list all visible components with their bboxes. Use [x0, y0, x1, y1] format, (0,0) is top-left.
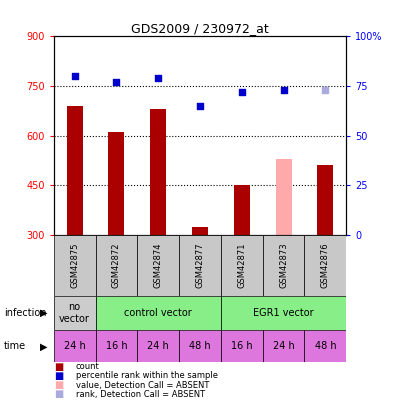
Text: time: time — [4, 341, 26, 351]
Text: ■: ■ — [54, 371, 63, 381]
Bar — [304, 235, 346, 296]
Bar — [318, 165, 333, 235]
Text: GSM42872: GSM42872 — [112, 243, 121, 288]
Bar — [137, 235, 179, 296]
Text: ■: ■ — [54, 390, 63, 399]
Text: GSM42875: GSM42875 — [70, 243, 79, 288]
Point — [322, 87, 328, 93]
Title: GDS2009 / 230972_at: GDS2009 / 230972_at — [131, 22, 269, 35]
Point — [72, 73, 78, 79]
Bar — [276, 159, 291, 235]
Text: ▶: ▶ — [40, 308, 47, 318]
Text: value, Detection Call = ABSENT: value, Detection Call = ABSENT — [76, 381, 209, 390]
Text: percentile rank within the sample: percentile rank within the sample — [76, 371, 218, 380]
Text: GSM42876: GSM42876 — [321, 243, 330, 288]
Bar — [221, 330, 263, 362]
Bar — [221, 235, 263, 296]
Text: GSM42873: GSM42873 — [279, 243, 288, 288]
Bar — [54, 235, 96, 296]
Bar — [179, 330, 221, 362]
Text: 24 h: 24 h — [64, 341, 86, 351]
Bar — [304, 330, 346, 362]
Text: infection: infection — [4, 308, 47, 318]
Point — [113, 79, 119, 85]
Bar — [263, 330, 304, 362]
Text: no
vector: no vector — [59, 302, 90, 324]
Text: count: count — [76, 362, 100, 371]
Text: 48 h: 48 h — [314, 341, 336, 351]
Bar — [137, 330, 179, 362]
Text: EGR1 vector: EGR1 vector — [253, 308, 314, 318]
Text: ■: ■ — [54, 362, 63, 371]
Text: 16 h: 16 h — [105, 341, 127, 351]
Bar — [96, 296, 221, 330]
Bar — [109, 132, 124, 235]
Bar — [67, 106, 82, 235]
Bar — [192, 227, 208, 235]
Text: 24 h: 24 h — [147, 341, 169, 351]
Text: ■: ■ — [54, 380, 63, 390]
Bar — [54, 330, 96, 362]
Text: 48 h: 48 h — [189, 341, 211, 351]
Bar — [263, 235, 304, 296]
Text: ▶: ▶ — [40, 341, 47, 351]
Point — [280, 87, 287, 93]
Text: rank, Detection Call = ABSENT: rank, Detection Call = ABSENT — [76, 390, 205, 399]
Text: 24 h: 24 h — [273, 341, 295, 351]
Bar — [179, 235, 221, 296]
Bar — [234, 185, 250, 235]
Bar — [221, 296, 346, 330]
Text: control vector: control vector — [124, 308, 192, 318]
Bar — [150, 109, 166, 235]
Point — [197, 103, 203, 109]
Bar — [96, 330, 137, 362]
Point — [155, 75, 162, 81]
Text: GSM42877: GSM42877 — [195, 243, 205, 288]
Text: 16 h: 16 h — [231, 341, 253, 351]
Point — [238, 89, 245, 95]
Bar — [54, 296, 96, 330]
Bar — [96, 235, 137, 296]
Text: GSM42871: GSM42871 — [237, 243, 246, 288]
Text: GSM42874: GSM42874 — [154, 243, 163, 288]
